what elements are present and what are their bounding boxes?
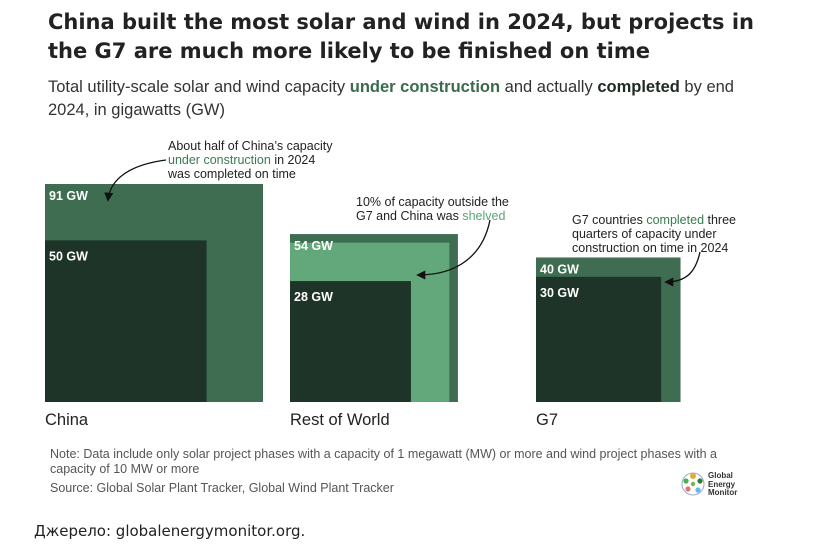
annotation-line: 10% of capacity outside the [356, 195, 509, 209]
chart-source: Source: Global Solar Plant Tracker, Glob… [50, 481, 394, 495]
china-annotation: About half of China’s capacity under con… [168, 139, 332, 181]
annotation-highlight: under construction [168, 153, 271, 167]
annotation-line: under construction in 2024 [168, 153, 332, 167]
annotation-line: construction on time in 2024 [572, 241, 729, 255]
logo-line: Global [708, 471, 733, 480]
annotation-text: in 2024 [270, 153, 316, 167]
chart-svg: 91 GW 50 GW China 54 GW 28 GW Rest of World 40… [45, 159, 701, 429]
annotation-line: G7 countries completed three [572, 213, 736, 227]
gem-logo-text: Global Energy Monitor [708, 471, 738, 498]
annotation-highlight: completed [646, 213, 705, 227]
annotation-line: About half of China’s capacity [168, 139, 333, 153]
china-completed-square [45, 240, 207, 402]
chart-card: China built the most solar and wind in 2… [28, 0, 832, 512]
subtitle-highlight-completed: completed [597, 78, 680, 96]
g7-under-construction-label: 40 GW [540, 262, 579, 276]
gem-globe-icon [681, 472, 705, 496]
annotation-line: G7 and China was shelved [356, 209, 509, 223]
logo-line: Energy [708, 479, 736, 489]
g7-completed-label: 30 GW [540, 286, 579, 300]
subtitle-highlight-under-construction: under construction [349, 78, 501, 96]
g7-category-label: G7 [536, 411, 558, 429]
g7-annotation-arrow [664, 251, 701, 287]
subtitle-text: by end 2024, in gigawatts (GW) [48, 78, 734, 119]
row-completed-square [290, 281, 411, 402]
annotation-line: was completed on time [168, 167, 296, 181]
annotation-highlight: shelved [462, 209, 506, 223]
chart-note: Note: Data include only solar project ph… [50, 447, 717, 476]
annotation-text: G7 countries [572, 213, 647, 227]
row-under-construction-label: 54 GW [294, 239, 333, 253]
annotation-line: quarters of capacity under [572, 227, 717, 241]
china-under-construction-label: 91 GW [49, 189, 88, 203]
china-category-label: China [45, 411, 89, 429]
g7-annotation: G7 countries completed three quarters of… [572, 213, 736, 255]
gem-logo[interactable]: Global Energy Monitor [680, 471, 770, 499]
row-category-label: Rest of World [290, 411, 390, 429]
chart-subtitle: Total utility-scale solar and wind capac… [48, 76, 768, 122]
source-credit: Джерело: globalenergymonitor.org. [34, 522, 306, 540]
chart-title: China built the most solar and wind in 2… [48, 10, 754, 63]
china-annotation-arrow [104, 159, 167, 202]
row-annotation-arrow [416, 219, 491, 280]
china-completed-label: 50 GW [49, 249, 88, 263]
row-annotation: 10% of capacity outside the G7 and China… [356, 195, 509, 223]
annotation-text: G7 and China was [356, 209, 463, 223]
annotation-text: three [704, 213, 737, 227]
g7-completed-square [536, 276, 662, 402]
subtitle-text: and actually [500, 78, 598, 96]
subtitle-text: Total utility-scale solar and wind capac… [48, 78, 350, 96]
row-completed-label: 28 GW [294, 290, 333, 304]
logo-line: Monitor [708, 488, 738, 497]
